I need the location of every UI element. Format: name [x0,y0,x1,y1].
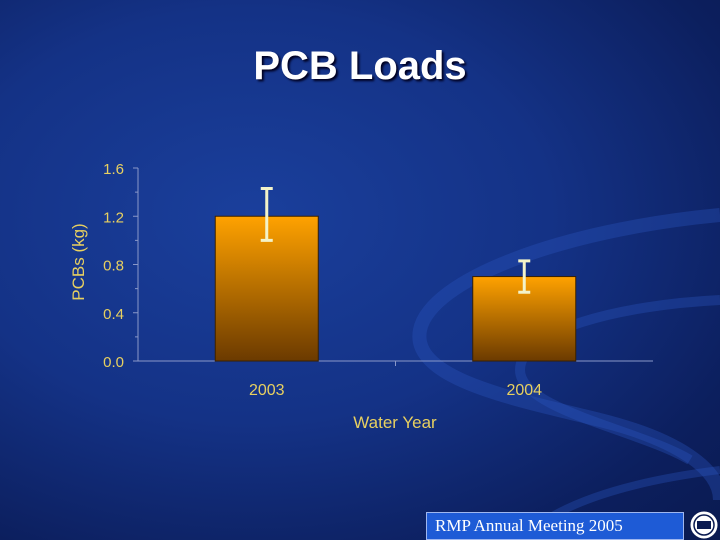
y-tick-label: 1.2 [103,209,124,226]
y-tick-label: 0.0 [103,354,124,371]
error-bar-2003 [260,187,273,242]
x-axis-label: Water Year [353,413,437,432]
x-tick-label: 2004 [506,382,542,399]
y-tick-label: 1.6 [103,161,124,178]
footer-banner: RMP Annual Meeting 2005 [426,512,684,540]
x-tick-label: 2003 [249,382,285,399]
y-tick-label: 0.4 [103,306,124,323]
y-axis-label: PCBs (kg) [69,223,88,300]
error-bar-2004 [518,259,531,294]
slide-title: PCB Loads [253,44,467,88]
sfei-logo-icon [689,510,719,540]
y-tick-label: 0.8 [103,258,124,275]
